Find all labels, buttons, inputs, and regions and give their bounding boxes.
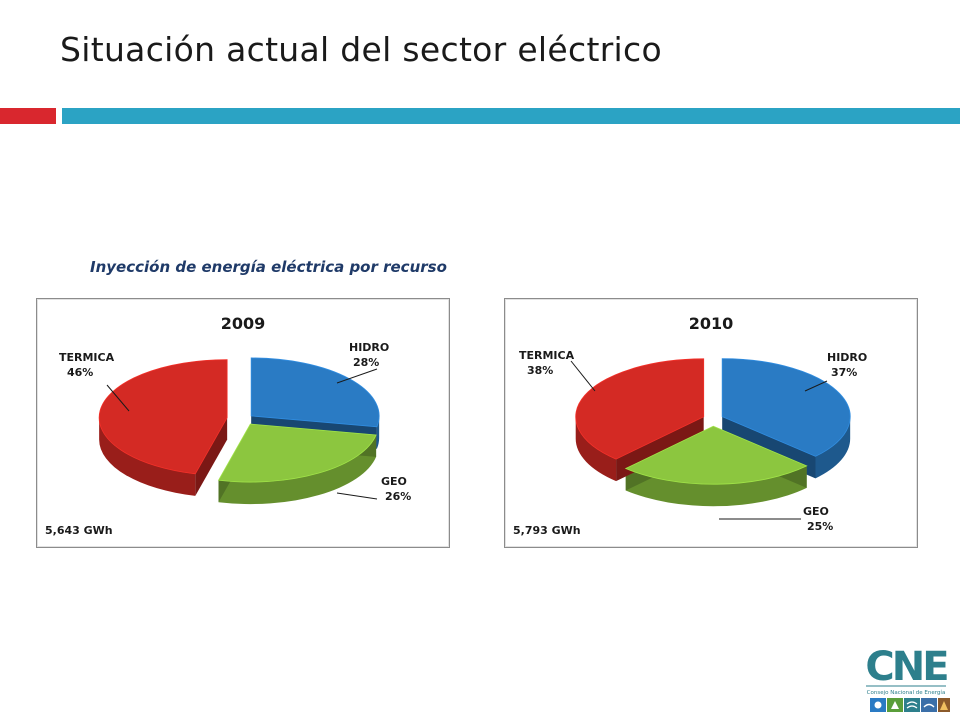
- slice-label-termica-2009: TERMICA: [59, 351, 115, 364]
- leader-line-termica-2009: [106, 384, 130, 412]
- page-title: Situación actual del sector eléctrico: [60, 30, 662, 69]
- logo-wordmark: CNE: [865, 644, 947, 690]
- pie-chart-2010: 2010 HIDRO 37% GEO 25% TERMICA 38% 5,793 GWh: [504, 298, 918, 548]
- logo-caption: Consejo Nacional de Energía: [867, 689, 946, 696]
- pie-tops-2010: [575, 358, 851, 485]
- leader-line-termica-2010: [570, 360, 596, 392]
- pie-side-geo-2009: [218, 434, 377, 505]
- total-gwh-2009: 5,643 GWh: [45, 524, 113, 537]
- slice-value-termica-2010: 38%: [527, 364, 553, 377]
- pie-side-termica-2010: [575, 416, 617, 482]
- slice-value-geo-2010: 25%: [807, 520, 833, 533]
- pie-labels-2010: HIDRO 37% GEO 25% TERMICA 38%: [519, 349, 867, 533]
- leader-line-geo-2009: [336, 492, 378, 500]
- pie-cut-termica-2009-0: [195, 417, 228, 496]
- slice-label-geo-2009: GEO: [381, 475, 407, 488]
- slice-value-geo-2009: 26%: [385, 490, 411, 503]
- logo-tile-wind: [904, 698, 920, 712]
- pie-slice-termica-2010: [575, 358, 705, 460]
- slice-label-hidro-2009: HIDRO: [349, 341, 389, 354]
- chart-title-2009: 2009: [221, 314, 266, 333]
- slice-label-geo-2010: GEO: [803, 505, 829, 518]
- logo-tile-fire-icon: [940, 701, 948, 710]
- pie-chart-2010-svg: 2010 HIDRO 37% GEO 25% TERMICA 38%: [519, 314, 867, 533]
- header-accent-blue: [62, 108, 960, 124]
- pie-side-hidro-2010: [815, 416, 851, 479]
- pie-labels-2009: HIDRO 28% GEO 26% TERMICA 46%: [59, 341, 411, 503]
- slice-value-hidro-2010: 37%: [831, 366, 857, 379]
- cne-logo-graphic: CNE Consejo Nacional de Energía: [865, 644, 950, 712]
- pie-slice-hidro-2010: [721, 358, 851, 457]
- slice-value-termica-2009: 46%: [67, 366, 93, 379]
- pie-side-hidro-2009: [376, 415, 380, 449]
- logo-tile-water-icon: [874, 701, 882, 709]
- pie-tops-2009: [98, 357, 380, 483]
- pie-chart-2009-svg: 2009 HIDRO 28% GEO 26% TERMICA 46%: [59, 314, 411, 505]
- leader-line-hidro-2009: [336, 368, 378, 384]
- slice-label-hidro-2010: HIDRO: [827, 351, 867, 364]
- slice-value-hidro-2009: 28%: [353, 356, 379, 369]
- slice-label-termica-2010: TERMICA: [519, 349, 575, 362]
- pie-side-termica-2009: [99, 417, 196, 496]
- logo-tile-sea-icon: [923, 703, 935, 708]
- pie-slice-termica-2009: [98, 359, 228, 475]
- pie-slice-geo-2009: [217, 423, 377, 483]
- total-gwh-2010: 5,793 GWh: [513, 524, 581, 537]
- chart-subtitle: Inyección de energía eléctrica por recur…: [90, 258, 447, 276]
- logo-tile-wind-icon: [906, 701, 918, 709]
- cne-logo: CNE Consejo Nacional de Energía: [860, 636, 952, 718]
- pie-chart-2009: 2009 HIDRO 28% GEO 26% TERMICA 46% 5,643 GWh: [36, 298, 450, 548]
- header-accent-red: [0, 108, 56, 124]
- pie-slice-geo-2010: [624, 425, 808, 485]
- chart-title-2010: 2010: [689, 314, 734, 333]
- logo-tile-geo-icon: [891, 701, 899, 709]
- pie-side-geo-2010: [625, 465, 807, 507]
- leader-line-hidro-2010: [804, 380, 828, 392]
